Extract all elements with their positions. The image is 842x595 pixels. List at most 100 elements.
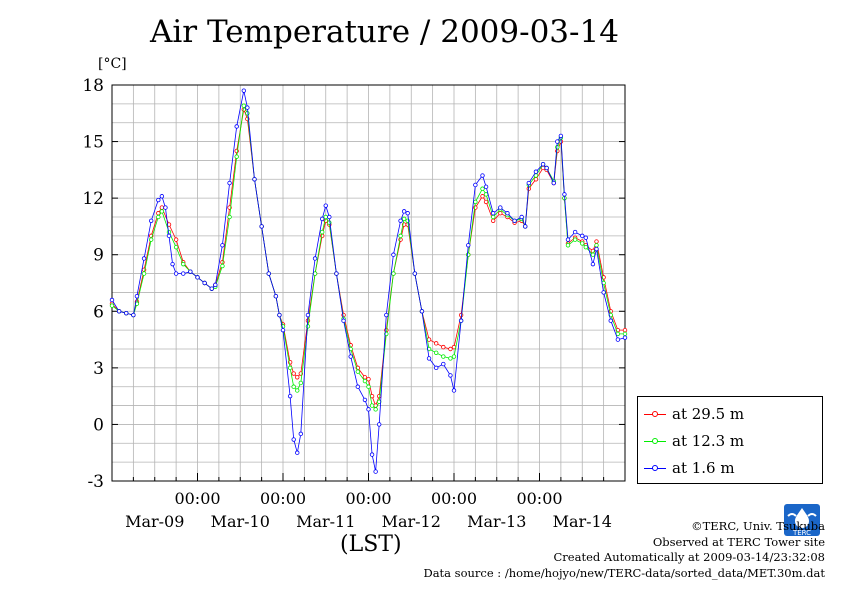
- legend-marker-12-3m: [644, 435, 666, 447]
- series-point-2: [551, 180, 556, 186]
- series-point-1: [441, 354, 446, 359]
- legend-marker-29-5m: [644, 408, 666, 420]
- series-point-2: [166, 233, 172, 239]
- series-point-1: [473, 199, 478, 205]
- series-point-2: [312, 256, 318, 261]
- y-tick-label: 6: [93, 302, 104, 322]
- credit-copyright: ©TERC, Univ. Tsukuba: [691, 519, 825, 533]
- series-point-2: [295, 450, 300, 455]
- series-point-2: [405, 211, 410, 216]
- series-point-2: [227, 180, 232, 186]
- series-point-1: [594, 243, 599, 248]
- series-point-2: [141, 256, 147, 261]
- credit-created: Created Automatically at 2009-03-14/23:3…: [553, 550, 826, 564]
- series-point-1: [241, 103, 247, 108]
- series-point-1: [298, 380, 304, 386]
- series-point-0: [498, 211, 503, 216]
- series-point-1: [305, 324, 311, 329]
- series-point-2: [341, 318, 346, 323]
- series-point-0: [490, 218, 496, 223]
- series-point-2: [173, 271, 179, 276]
- series-point-1: [362, 378, 368, 384]
- legend-label-1-6m: at 1.6 m: [672, 459, 735, 477]
- series-point-2: [490, 211, 496, 216]
- series-point-1: [433, 350, 439, 355]
- series-point-0: [376, 393, 382, 399]
- series-point-2: [451, 388, 457, 393]
- series-point-2: [505, 211, 510, 216]
- series-point-2: [366, 407, 371, 412]
- series-point-2: [109, 297, 115, 303]
- series-point-1: [287, 365, 293, 371]
- series-point-1: [448, 356, 453, 361]
- series-point-1: [483, 192, 489, 197]
- series-point-2: [305, 312, 311, 318]
- series-point-0: [533, 177, 539, 182]
- series-point-2: [555, 139, 560, 144]
- series-point-2: [259, 224, 264, 229]
- x-tick-label-time: 00:00: [431, 489, 477, 508]
- series-point-1: [148, 237, 154, 242]
- series-point-0: [441, 344, 446, 350]
- series-point-2: [131, 312, 136, 318]
- series-point-2: [323, 203, 328, 208]
- series-point-2: [280, 327, 286, 333]
- series-point-2: [540, 161, 546, 167]
- series-point-2: [398, 218, 403, 223]
- series-point-0: [433, 341, 439, 346]
- series-point-0: [622, 327, 628, 333]
- series-point-2: [273, 294, 279, 299]
- series-point-2: [426, 356, 432, 361]
- series-point-2: [533, 169, 539, 174]
- x-tick-label-time: 00:00: [345, 489, 391, 508]
- series-point-0: [159, 205, 165, 210]
- series-point-1: [295, 388, 300, 393]
- y-tick-label: 0: [93, 415, 104, 435]
- x-tick-label-date: Mar-14: [553, 512, 612, 531]
- series-point-2: [483, 184, 489, 190]
- series-point-2: [319, 216, 325, 222]
- series-point-2: [590, 261, 596, 267]
- series-point-0: [594, 239, 599, 244]
- series-point-1: [234, 154, 239, 159]
- series-point-2: [565, 237, 571, 242]
- series-point-2: [512, 218, 517, 223]
- series-point-2: [419, 309, 425, 314]
- x-tick-label-date: Mar-13: [467, 512, 526, 531]
- y-tick-label: 12: [82, 189, 104, 209]
- series-point-2: [163, 205, 168, 210]
- series-point-1: [327, 220, 332, 225]
- series-point-1: [319, 229, 325, 235]
- series-point-2: [277, 312, 282, 318]
- series-point-2: [373, 469, 378, 474]
- series-point-2: [519, 214, 524, 220]
- series-point-2: [116, 309, 122, 314]
- series-point-2: [594, 246, 599, 252]
- series-point-2: [213, 282, 218, 288]
- series-point-0: [480, 194, 485, 199]
- series-point-1: [583, 244, 589, 250]
- x-tick-label-time: 00:00: [260, 489, 306, 508]
- series-point-2: [202, 280, 207, 286]
- series-point-1: [366, 384, 371, 389]
- legend-item-29-5m: at 29.5 m: [644, 405, 744, 423]
- series-point-2: [209, 286, 214, 291]
- series-point-2: [412, 271, 418, 276]
- series-point-2: [234, 124, 239, 129]
- series-point-0: [291, 371, 296, 376]
- series-point-1: [355, 369, 361, 374]
- series-point-2: [558, 133, 564, 139]
- y-tick-label: 9: [93, 246, 104, 266]
- series-point-2: [433, 365, 439, 371]
- series-point-1: [173, 244, 179, 250]
- series-point-2: [458, 318, 464, 323]
- series-point-2: [580, 233, 585, 239]
- series-point-1: [227, 214, 232, 220]
- series-point-1: [181, 261, 186, 267]
- series-point-2: [441, 361, 446, 367]
- series-point-1: [220, 263, 225, 269]
- series-point-1: [580, 241, 585, 246]
- series-point-2: [266, 271, 271, 276]
- series-point-2: [170, 261, 175, 267]
- series-point-1: [323, 214, 328, 220]
